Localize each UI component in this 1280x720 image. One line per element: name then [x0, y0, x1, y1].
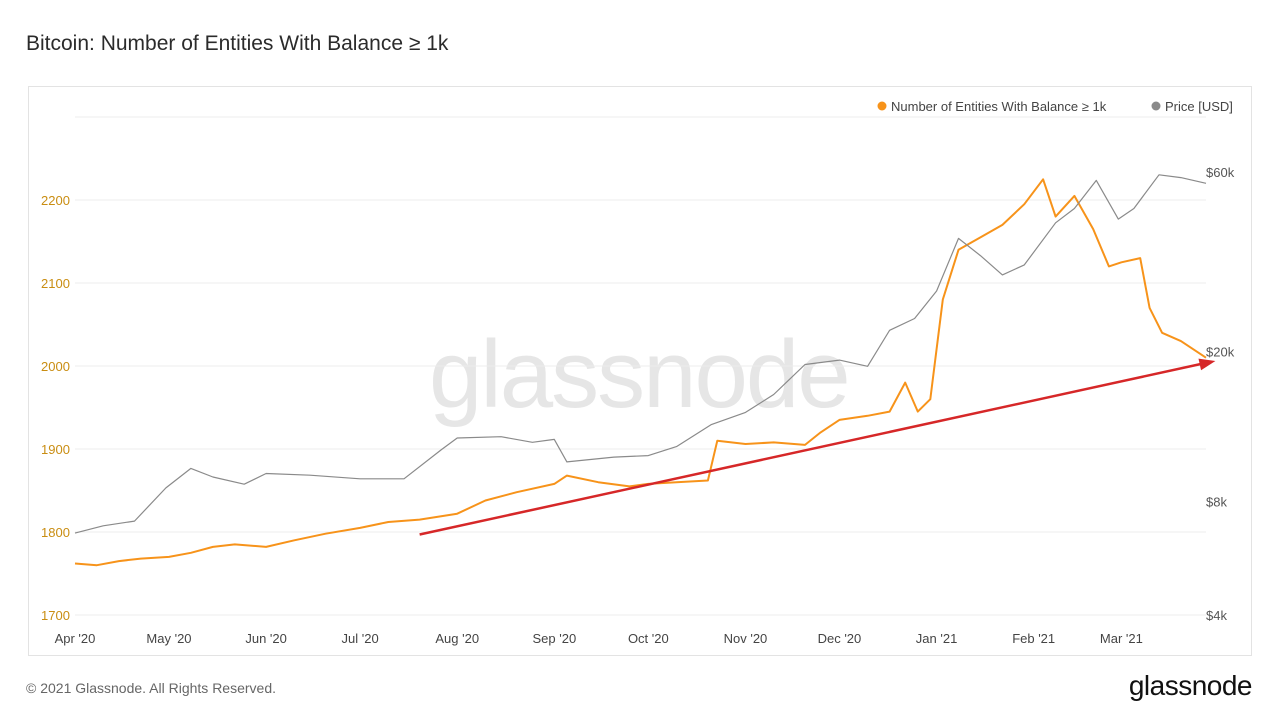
price-series-line: [74, 174, 1207, 534]
legend-price-marker: [1151, 101, 1161, 111]
left-axis-tick-label: 2100: [41, 276, 70, 291]
glassnode-logo: glassnode: [1128, 670, 1253, 701]
x-axis-tick-label: Jul '20: [342, 631, 379, 646]
right-axis-tick-label: $60k: [1206, 165, 1235, 180]
x-axis-tick-label: Oct '20: [628, 631, 669, 646]
x-axis-tick-label: May '20: [146, 631, 191, 646]
legend-entities-marker: [877, 101, 887, 111]
trend-arrow-shaft: [419, 361, 1206, 536]
trend-arrow-head: [1198, 358, 1216, 371]
left-axis-tick-label: 1700: [41, 608, 70, 623]
right-axis-tick-label: $8k: [1206, 495, 1227, 510]
x-axis-tick-label: Dec '20: [818, 631, 862, 646]
x-axis-tick-label: Jan '21: [916, 631, 958, 646]
left-axis-tick-label: 2000: [41, 359, 70, 374]
left-axis-tick-label: 2200: [41, 193, 70, 208]
chart-svg: glassnode 1700 1800 1900 2000 2100 2200 $4k $8k $…: [41, 99, 1235, 646]
right-axis-tick-label: $4k: [1206, 608, 1227, 623]
page-title: Bitcoin: Number of Entities With Balance…: [26, 32, 449, 55]
x-axis-tick-label: Jun '20: [245, 631, 287, 646]
chart-frame: glassnode 1700 1800 1900 2000 2100 2200 $4k $8k $…: [28, 86, 1252, 656]
entities-series-line: [74, 178, 1207, 567]
copyright-text: © 2021 Glassnode. All Rights Reserved.: [26, 680, 277, 696]
right-axis-tick-label: $20k: [1206, 345, 1235, 360]
x-axis-tick-label: Nov '20: [724, 631, 768, 646]
legend-entities-label: Number of Entities With Balance ≥ 1k: [891, 99, 1107, 114]
x-axis-tick-label: Aug '20: [435, 631, 479, 646]
left-axis-tick-label: 1800: [41, 525, 70, 540]
watermark-text: glassnode: [429, 321, 849, 428]
legend-price-label: Price [USD]: [1165, 99, 1233, 114]
x-axis-tick-label: Mar '21: [1100, 631, 1143, 646]
x-axis-tick-label: Sep '20: [532, 631, 576, 646]
x-axis-tick-label: Apr '20: [55, 631, 96, 646]
x-axis-tick-label: Feb '21: [1012, 631, 1055, 646]
left-axis-tick-label: 1900: [41, 442, 70, 457]
